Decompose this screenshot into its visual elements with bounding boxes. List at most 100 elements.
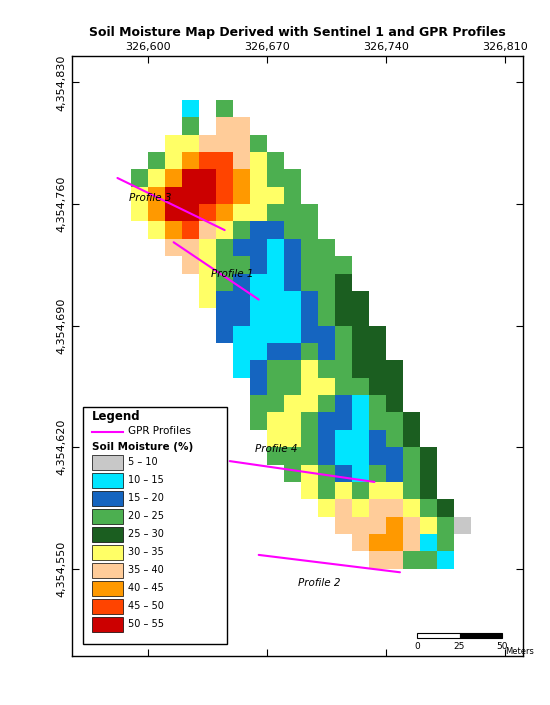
Bar [182,135,199,152]
Bar [267,152,284,169]
Bar [199,187,216,204]
Text: GPR Profiles: GPR Profiles [128,426,191,436]
Bar [370,395,386,412]
Bar [437,534,454,551]
Bar [267,360,284,378]
Text: Meters: Meters [505,647,535,656]
Bar [370,465,386,482]
Bar [301,360,318,378]
Bar [182,221,199,239]
Bar [336,465,353,482]
Bar [148,204,165,221]
Bar [216,204,233,221]
Bar [199,169,216,187]
Bar [386,465,403,482]
Bar [182,117,199,135]
Bar [250,169,267,187]
Bar [182,152,199,169]
Bar [92,617,123,632]
Bar [233,187,250,204]
Text: Profile 1: Profile 1 [211,269,254,279]
Bar [182,204,199,221]
Bar [250,274,267,291]
Bar [199,204,216,221]
Text: Profile 2: Profile 2 [298,578,340,588]
Bar [250,395,267,412]
Bar [353,517,370,534]
Text: Soil Moisture (%): Soil Moisture (%) [92,442,193,452]
Bar [353,343,370,360]
Bar [199,291,216,308]
Bar [353,430,370,447]
Bar [336,412,353,430]
Bar [233,256,250,274]
Bar [284,256,301,274]
Bar [301,239,318,256]
Bar [267,412,284,430]
Bar [386,430,403,447]
Bar [216,274,233,291]
Bar [301,291,318,308]
Bar [284,465,301,482]
Bar [318,395,336,412]
Bar [148,187,165,204]
Bar [284,204,301,221]
Bar [353,378,370,395]
Bar [216,152,233,169]
Bar [370,447,386,465]
Bar [182,169,199,187]
Bar [386,378,403,395]
Bar [284,343,301,360]
Bar [250,360,267,378]
Bar [318,274,336,291]
Text: 25: 25 [454,642,465,651]
Bar [301,274,318,291]
Bar [353,447,370,465]
Bar [437,551,454,569]
Bar [318,430,336,447]
Bar [284,291,301,308]
Bar [370,482,386,499]
Bar [284,378,301,395]
Bar [318,465,336,482]
Bar [250,308,267,326]
Bar [267,291,284,308]
Bar [267,378,284,395]
Bar [267,169,284,187]
Bar [417,633,460,638]
Bar [250,239,267,256]
Bar [267,274,284,291]
Bar [301,326,318,343]
Bar [353,395,370,412]
Bar [370,412,386,430]
Bar [454,517,471,534]
Bar [250,291,267,308]
Bar [131,187,148,204]
Bar [437,499,454,517]
Bar [83,407,227,644]
Bar [199,152,216,169]
Bar [182,239,199,256]
Bar [301,430,318,447]
Bar [301,412,318,430]
Bar [92,527,123,541]
Bar [403,430,420,447]
Bar [250,152,267,169]
Bar [336,378,353,395]
Bar [148,169,165,187]
Bar [370,430,386,447]
Text: 10 – 15: 10 – 15 [128,475,164,485]
Bar [370,343,386,360]
Bar [216,239,233,256]
Bar [250,343,267,360]
Bar [233,360,250,378]
Bar [199,239,216,256]
Text: Legend: Legend [92,410,140,423]
Bar [301,465,318,482]
Bar [250,412,267,430]
Bar [267,447,284,465]
Bar [233,239,250,256]
Bar [216,308,233,326]
Bar [233,169,250,187]
Bar [284,430,301,447]
